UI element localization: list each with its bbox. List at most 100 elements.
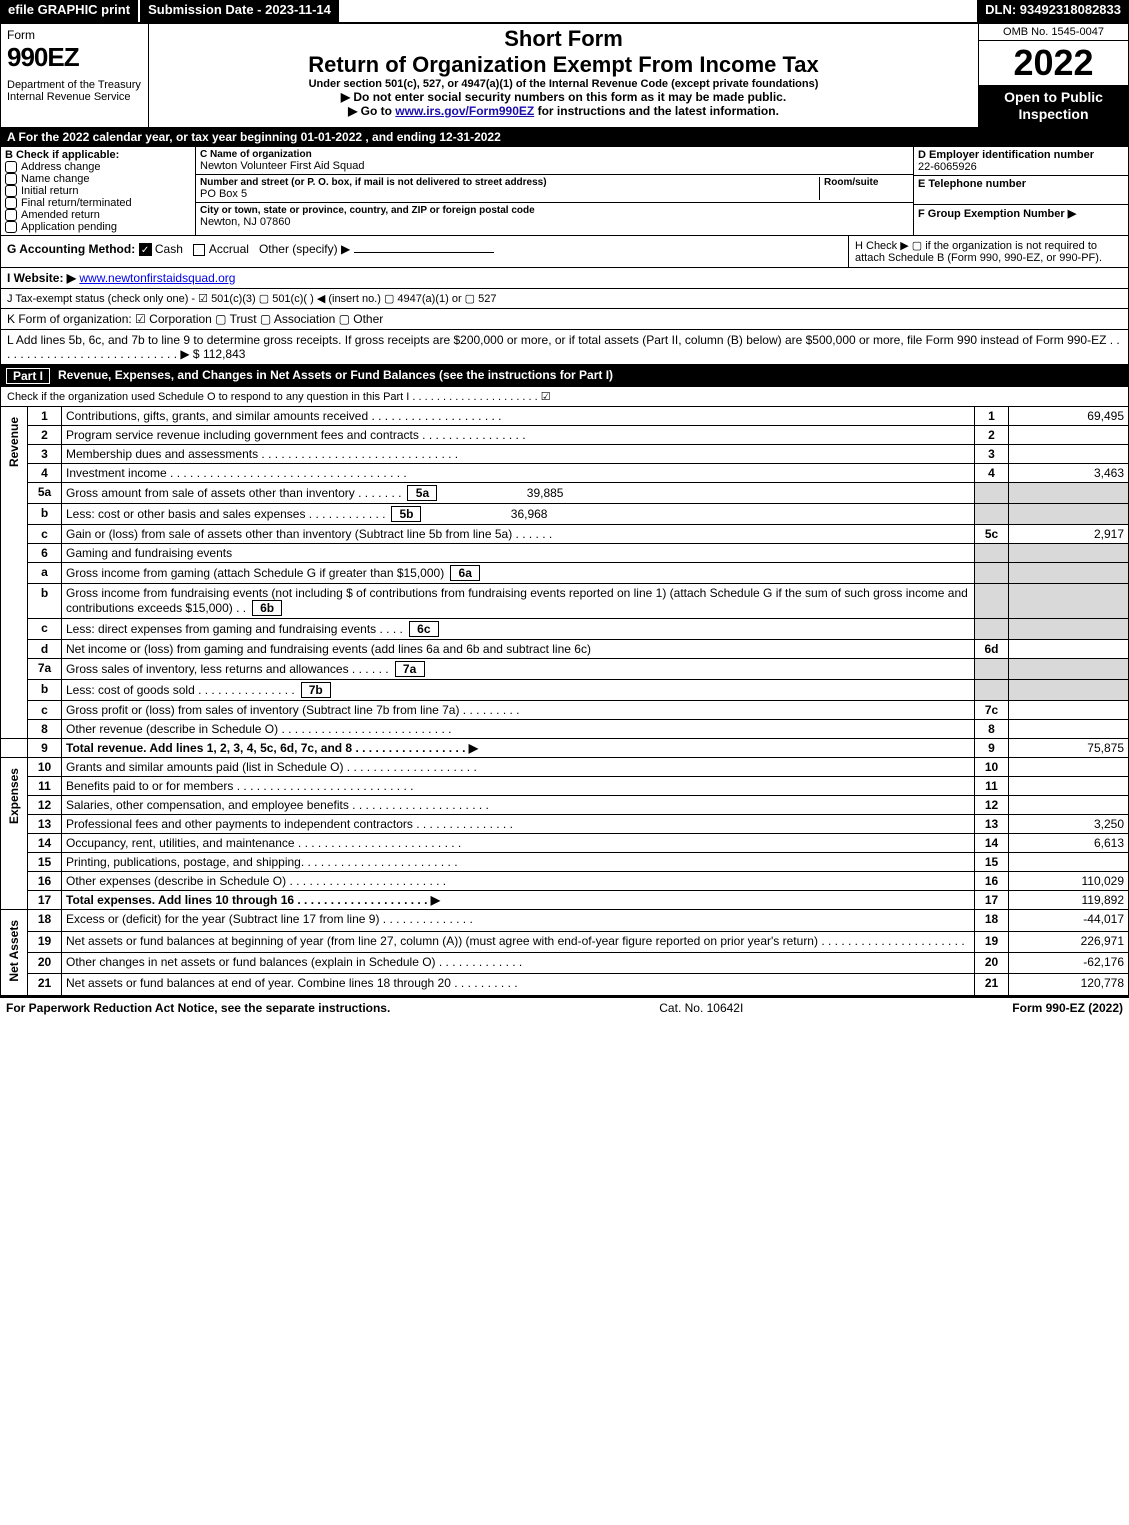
amt-12 xyxy=(1009,796,1129,815)
short-form-title: Short Form xyxy=(155,26,972,52)
lnr-18: 18 xyxy=(975,910,1009,931)
row-a-period: A For the 2022 calendar year, or tax yea… xyxy=(0,128,1129,147)
section-bcdef: B Check if applicable: Address change Na… xyxy=(0,147,1129,237)
row-j-tax-exempt: J Tax-exempt status (check only one) - ☑… xyxy=(0,289,1129,309)
desc-6d: Net income or (loss) from gaming and fun… xyxy=(62,640,975,659)
desc-9: Total revenue. Add lines 1, 2, 3, 4, 5c,… xyxy=(62,739,975,758)
desc-6c: Less: direct expenses from gaming and fu… xyxy=(62,619,975,640)
efile-print[interactable]: efile GRAPHIC print xyxy=(0,0,138,22)
open-inspection: Open to Public Inspection xyxy=(979,85,1128,127)
footer-left: For Paperwork Reduction Act Notice, see … xyxy=(6,1001,390,1015)
top-bar: efile GRAPHIC print Submission Date - 20… xyxy=(0,0,1129,22)
desc-12: Salaries, other compensation, and employ… xyxy=(62,796,975,815)
accounting-label: G Accounting Method: xyxy=(7,242,139,256)
desc-17: Total expenses. Add lines 10 through 16 … xyxy=(62,891,975,910)
ln-13: 13 xyxy=(28,815,62,834)
amt-15 xyxy=(1009,853,1129,872)
lbl-address-change: Address change xyxy=(21,161,101,173)
desc-6a: Gross income from gaming (attach Schedul… xyxy=(62,563,975,584)
ln-2: 2 xyxy=(28,426,62,445)
chk-cash[interactable]: ✓ xyxy=(139,243,152,256)
chk-amended[interactable] xyxy=(5,209,17,221)
desc-5b: Less: cost or other basis and sales expe… xyxy=(62,504,975,525)
submission-date: Submission Date - 2023-11-14 xyxy=(138,0,339,22)
lbl-other-method: Other (specify) ▶ xyxy=(259,242,350,256)
ln-12: 12 xyxy=(28,796,62,815)
lnr-19: 19 xyxy=(975,931,1009,952)
desc-2: Program service revenue including govern… xyxy=(62,426,975,445)
ln-19: 19 xyxy=(28,931,62,952)
lbl-accrual: Accrual xyxy=(209,242,249,256)
group-exempt-label: F Group Exemption Number ▶ xyxy=(918,207,1124,220)
lnr-7c: 7c xyxy=(975,701,1009,720)
part-i-table: Revenue 1 Contributions, gifts, grants, … xyxy=(0,407,1129,996)
chk-name-change[interactable] xyxy=(5,173,17,185)
ln-11: 11 xyxy=(28,777,62,796)
amt-10 xyxy=(1009,758,1129,777)
dept-treasury: Department of the Treasury Internal Reve… xyxy=(7,79,142,103)
lbl-name-change: Name change xyxy=(21,173,90,185)
irs-link[interactable]: www.irs.gov/Form990EZ xyxy=(395,104,534,118)
desc-11: Benefits paid to or for members . . . . … xyxy=(62,777,975,796)
ln-14: 14 xyxy=(28,834,62,853)
amt-13: 3,250 xyxy=(1009,815,1129,834)
desc-7a: Gross sales of inventory, less returns a… xyxy=(62,659,975,680)
desc-18: Excess or (deficit) for the year (Subtra… xyxy=(62,910,975,931)
lnr-8: 8 xyxy=(975,720,1009,739)
row-l-value: 112,843 xyxy=(203,347,246,361)
desc-8: Other revenue (describe in Schedule O) .… xyxy=(62,720,975,739)
desc-15: Printing, publications, postage, and shi… xyxy=(62,853,975,872)
col-b-header: B Check if applicable: xyxy=(5,149,191,161)
lnr-5c: 5c xyxy=(975,525,1009,544)
chk-app-pending[interactable] xyxy=(5,221,17,233)
phone-label: E Telephone number xyxy=(918,178,1124,190)
amt-5c: 2,917 xyxy=(1009,525,1129,544)
desc-6: Gaming and fundraising events xyxy=(62,544,975,563)
row-h-schedule-b: H Check ▶ ▢ if the organization is not r… xyxy=(848,236,1128,267)
desc-7c: Gross profit or (loss) from sales of inv… xyxy=(62,701,975,720)
website-label: I Website: ▶ xyxy=(7,271,76,285)
desc-19: Net assets or fund balances at beginning… xyxy=(62,931,975,952)
form-title: Return of Organization Exempt From Incom… xyxy=(155,52,972,78)
amt-19: 226,971 xyxy=(1009,931,1129,952)
chk-address-change[interactable] xyxy=(5,161,17,173)
amt-9: 75,875 xyxy=(1009,739,1129,758)
lnr-14: 14 xyxy=(975,834,1009,853)
desc-21: Net assets or fund balances at end of ye… xyxy=(62,974,975,995)
chk-accrual[interactable] xyxy=(193,244,205,256)
ein-label: D Employer identification number xyxy=(918,149,1124,161)
goto-pre: ▶ Go to xyxy=(348,104,395,118)
row-l-gross-receipts: L Add lines 5b, 6c, and 7b to line 9 to … xyxy=(0,330,1129,365)
lnr-13: 13 xyxy=(975,815,1009,834)
amt-14: 6,613 xyxy=(1009,834,1129,853)
side-expenses: Expenses xyxy=(1,758,28,910)
amt-7c xyxy=(1009,701,1129,720)
chk-initial-return[interactable] xyxy=(5,185,17,197)
lnr-4: 4 xyxy=(975,464,1009,483)
desc-1: Contributions, gifts, grants, and simila… xyxy=(62,407,975,426)
page-footer: For Paperwork Reduction Act Notice, see … xyxy=(0,996,1129,1018)
ln-5a: 5a xyxy=(28,483,62,504)
amt-16: 110,029 xyxy=(1009,872,1129,891)
amt-2 xyxy=(1009,426,1129,445)
ln-7b: b xyxy=(28,680,62,701)
chk-final-return[interactable] xyxy=(5,197,17,209)
amt-18: -44,017 xyxy=(1009,910,1129,931)
lnr-3: 3 xyxy=(975,445,1009,464)
website-link[interactable]: www.newtonfirstaidsquad.org xyxy=(79,271,235,285)
part-i-label: Part I xyxy=(6,368,50,384)
city-label: City or town, state or province, country… xyxy=(200,205,909,216)
desc-13: Professional fees and other payments to … xyxy=(62,815,975,834)
lbl-amended: Amended return xyxy=(21,209,100,221)
lbl-final-return: Final return/terminated xyxy=(21,197,132,209)
amt-3 xyxy=(1009,445,1129,464)
ln-18: 18 xyxy=(28,910,62,931)
goto-post: for instructions and the latest informat… xyxy=(534,104,779,118)
lnr-5a xyxy=(975,483,1009,504)
amt-11 xyxy=(1009,777,1129,796)
desc-7b: Less: cost of goods sold . . . . . . . .… xyxy=(62,680,975,701)
form-goto: ▶ Go to www.irs.gov/Form990EZ for instru… xyxy=(155,104,972,118)
tax-year: 2022 xyxy=(979,41,1128,85)
side-net-assets: Net Assets xyxy=(1,910,28,996)
ln-6b: b xyxy=(28,584,62,619)
